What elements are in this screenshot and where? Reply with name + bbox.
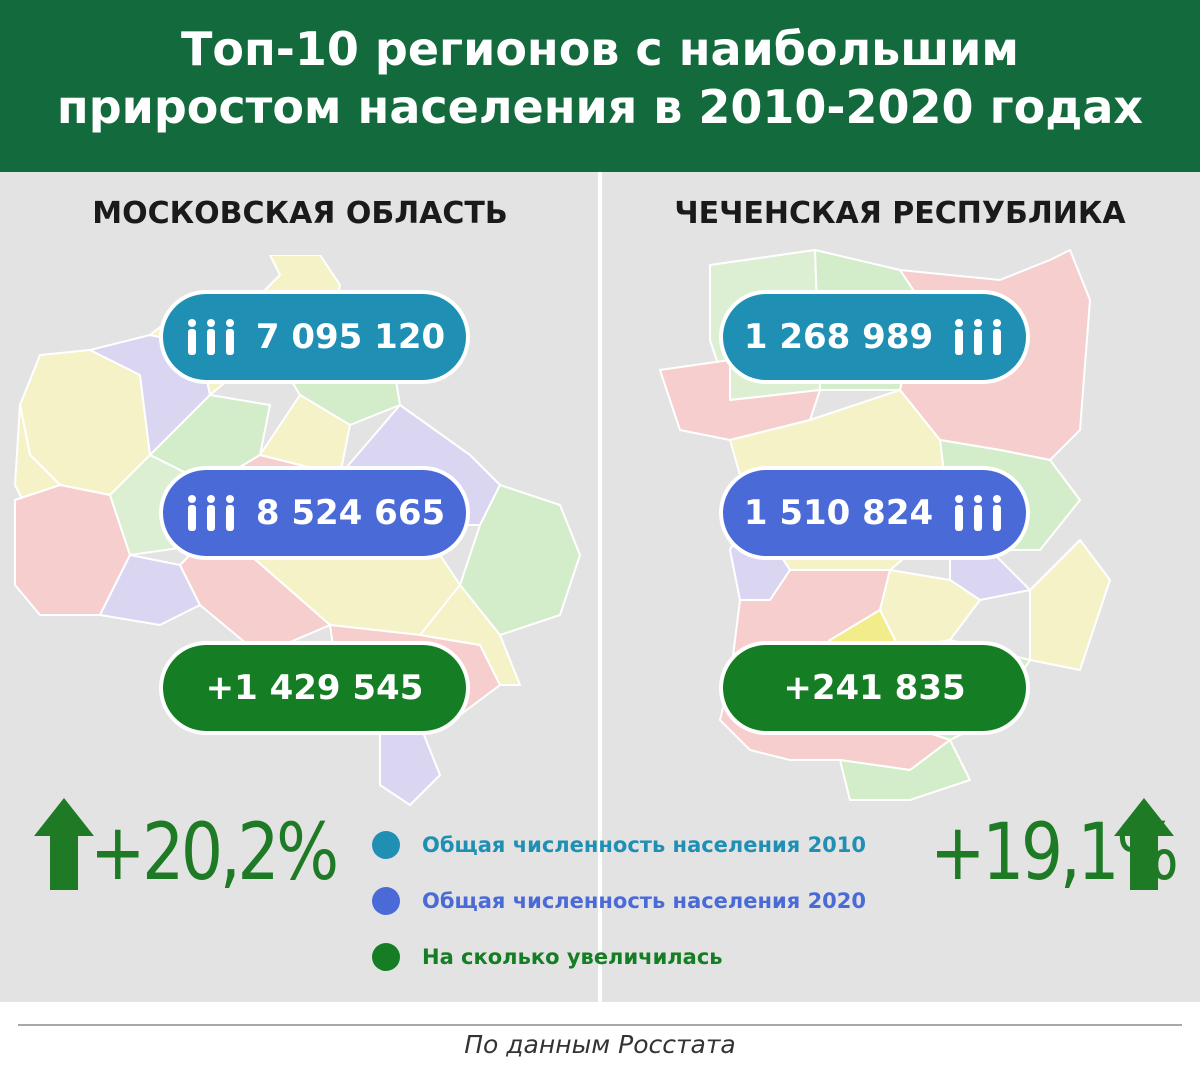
legend-dot-2010 bbox=[372, 831, 400, 859]
population-2020-value: 1 510 824 bbox=[743, 493, 934, 533]
population-2010-pill-moscow: 7 095 120 bbox=[163, 294, 466, 380]
people-icon bbox=[951, 494, 1005, 532]
arrow-up-icon bbox=[1114, 798, 1174, 890]
population-2010-pill-chechnya: 1 268 989 bbox=[723, 294, 1026, 380]
legend-item-increase: На сколько увеличилась bbox=[372, 939, 723, 975]
increase-pill-moscow: +1 429 545 bbox=[163, 645, 466, 731]
population-2010-value: 1 268 989 bbox=[743, 317, 934, 357]
legend-item-2020: Общая численность населения 2020 bbox=[372, 883, 866, 919]
population-2020-value: 8 524 665 bbox=[255, 493, 446, 533]
increase-pill-chechnya: +241 835 bbox=[723, 645, 1026, 731]
growth-percent-moscow: +20,2% bbox=[90, 808, 339, 898]
people-icon bbox=[951, 318, 1005, 356]
people-icon bbox=[184, 494, 238, 532]
title-line-1: Топ-10 регионов с наибольшим bbox=[181, 22, 1019, 76]
population-2020-pill-chechnya: 1 510 824 bbox=[723, 470, 1026, 556]
legend-label-2020: Общая численность населения 2020 bbox=[422, 889, 867, 913]
title-line-2: приростом населения в 2010-2020 годах bbox=[56, 80, 1144, 134]
legend-item-2010: Общая численность населения 2010 bbox=[372, 827, 866, 863]
legend-dot-2020 bbox=[372, 887, 400, 915]
legend-dot-increase bbox=[372, 943, 400, 971]
page-title: Топ-10 регионов с наибольшим приростом н… bbox=[0, 20, 1200, 136]
source-caption: По данным Росстата bbox=[464, 1030, 736, 1059]
increase-value: +1 429 545 bbox=[205, 668, 424, 708]
region-name-moscow-oblast: МОСКОВСКАЯ ОБЛАСТЬ bbox=[92, 196, 508, 231]
legend-label-increase: На сколько увеличилась bbox=[422, 945, 723, 969]
arrow-up-icon bbox=[34, 798, 94, 890]
region-name-chechnya: ЧЕЧЕНСКАЯ РЕСПУБЛИКА bbox=[674, 196, 1126, 231]
increase-value: +241 835 bbox=[783, 668, 966, 708]
population-2020-pill-moscow: 8 524 665 bbox=[163, 470, 466, 556]
legend-label-2010: Общая численность населения 2010 bbox=[422, 833, 867, 857]
header-banner: Топ-10 регионов с наибольшим приростом н… bbox=[0, 0, 1200, 172]
people-icon bbox=[184, 318, 238, 356]
source-divider bbox=[18, 1024, 1182, 1026]
population-2010-value: 7 095 120 bbox=[255, 317, 446, 357]
